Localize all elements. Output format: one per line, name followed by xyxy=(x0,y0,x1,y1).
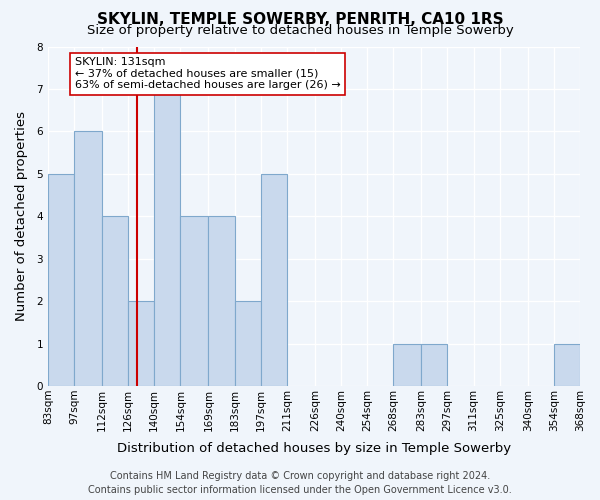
Bar xyxy=(421,344,448,386)
Bar xyxy=(208,216,235,386)
Text: Contains HM Land Registry data © Crown copyright and database right 2024.
Contai: Contains HM Land Registry data © Crown c… xyxy=(88,471,512,495)
Bar xyxy=(102,216,128,386)
Bar xyxy=(260,174,287,386)
Text: SKYLIN, TEMPLE SOWERBY, PENRITH, CA10 1RS: SKYLIN, TEMPLE SOWERBY, PENRITH, CA10 1R… xyxy=(97,12,503,28)
Bar xyxy=(181,216,208,386)
Y-axis label: Number of detached properties: Number of detached properties xyxy=(15,111,28,321)
Bar xyxy=(48,174,74,386)
X-axis label: Distribution of detached houses by size in Temple Sowerby: Distribution of detached houses by size … xyxy=(117,442,511,455)
Text: SKYLIN: 131sqm
← 37% of detached houses are smaller (15)
63% of semi-detached ho: SKYLIN: 131sqm ← 37% of detached houses … xyxy=(75,57,341,90)
Bar xyxy=(393,344,421,386)
Text: Size of property relative to detached houses in Temple Sowerby: Size of property relative to detached ho… xyxy=(86,24,514,37)
Bar xyxy=(74,132,102,386)
Bar xyxy=(154,89,181,386)
Bar xyxy=(235,301,260,386)
Bar xyxy=(128,301,154,386)
Bar xyxy=(554,344,580,386)
